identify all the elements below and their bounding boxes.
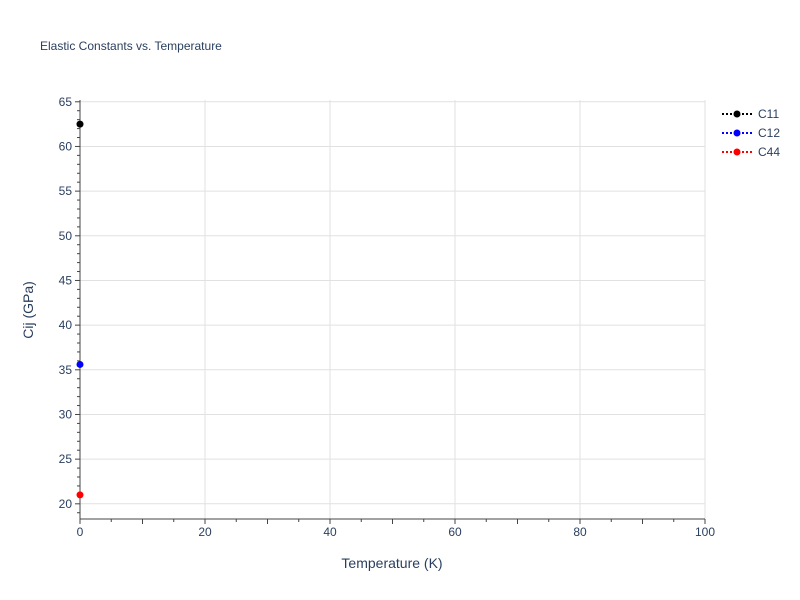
y-tick-label: 20 bbox=[59, 497, 73, 511]
y-tick-label: 65 bbox=[59, 95, 73, 109]
data-point-c44 bbox=[76, 491, 84, 499]
y-tick-label: 60 bbox=[59, 139, 73, 153]
x-tick-label: 40 bbox=[323, 525, 337, 539]
legend-label: C11 bbox=[758, 107, 779, 121]
data-point-c11 bbox=[76, 120, 84, 128]
x-axis-label: Temperature (K) bbox=[341, 555, 442, 571]
legend-item-c44[interactable]: C44 bbox=[722, 145, 780, 159]
data-point-c12 bbox=[76, 360, 84, 368]
x-tick-label: 80 bbox=[573, 525, 587, 539]
legend-item-c11[interactable]: C11 bbox=[722, 107, 779, 121]
y-tick-label: 45 bbox=[59, 273, 73, 287]
y-tick-label: 25 bbox=[59, 452, 73, 466]
y-tick-label: 35 bbox=[59, 363, 73, 377]
legend-label: C12 bbox=[758, 126, 780, 140]
legend-marker bbox=[733, 110, 741, 118]
x-tick-label: 0 bbox=[77, 525, 84, 539]
y-tick-label: 55 bbox=[59, 184, 73, 198]
y-tick-label: 40 bbox=[59, 318, 73, 332]
y-tick-label: 30 bbox=[59, 407, 73, 421]
legend-label: C44 bbox=[758, 145, 780, 159]
x-tick-label: 20 bbox=[198, 525, 212, 539]
y-tick-label: 50 bbox=[59, 229, 73, 243]
legend-marker bbox=[733, 148, 741, 156]
legend-item-c12[interactable]: C12 bbox=[722, 126, 780, 140]
chart-title: Elastic Constants vs. Temperature bbox=[40, 39, 222, 53]
legend-marker bbox=[733, 129, 741, 137]
x-tick-label: 60 bbox=[448, 525, 462, 539]
y-axis-label: Cij (GPa) bbox=[20, 281, 36, 339]
x-tick-label: 100 bbox=[695, 525, 715, 539]
